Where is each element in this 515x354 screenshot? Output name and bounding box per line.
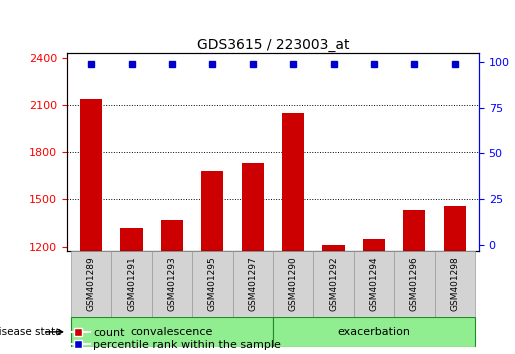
Bar: [71, 317, 273, 347]
Bar: [435, 251, 475, 317]
Bar: [80, 99, 102, 354]
Text: GSM401297: GSM401297: [248, 257, 258, 312]
Bar: [273, 317, 475, 347]
Bar: [363, 239, 385, 354]
Text: GSM401290: GSM401290: [288, 257, 298, 312]
Bar: [403, 210, 425, 354]
Text: exacerbation: exacerbation: [337, 327, 410, 337]
Title: GDS3615 / 223003_at: GDS3615 / 223003_at: [197, 38, 349, 52]
Text: GSM401295: GSM401295: [208, 257, 217, 312]
Bar: [242, 163, 264, 354]
Bar: [201, 171, 224, 354]
Bar: [111, 251, 152, 317]
Bar: [443, 206, 466, 354]
Text: convalescence: convalescence: [131, 327, 213, 337]
Text: GSM401289: GSM401289: [87, 257, 96, 312]
Text: GSM401291: GSM401291: [127, 257, 136, 312]
Text: GSM401298: GSM401298: [450, 257, 459, 312]
Bar: [354, 251, 394, 317]
Text: GSM401293: GSM401293: [167, 257, 177, 312]
Text: GSM401296: GSM401296: [410, 257, 419, 312]
Bar: [161, 220, 183, 354]
Bar: [192, 251, 233, 317]
Bar: [273, 251, 313, 317]
Legend: count, percentile rank within the sample: count, percentile rank within the sample: [67, 328, 281, 350]
Bar: [121, 228, 143, 354]
Bar: [322, 245, 345, 354]
Text: GSM401292: GSM401292: [329, 257, 338, 312]
Bar: [152, 251, 192, 317]
Text: GSM401294: GSM401294: [369, 257, 379, 312]
Text: disease state: disease state: [0, 327, 62, 337]
Bar: [233, 251, 273, 317]
Bar: [394, 251, 435, 317]
Bar: [282, 113, 304, 354]
Bar: [313, 251, 354, 317]
Bar: [71, 251, 111, 317]
